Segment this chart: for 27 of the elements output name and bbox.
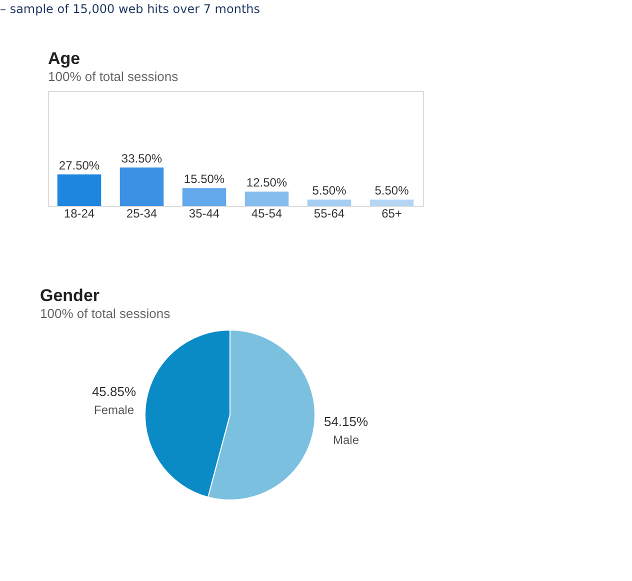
x-tick-label: 45-54 [251, 206, 282, 220]
bar [244, 192, 289, 206]
chart-subtitle: 100% of total sessions [48, 69, 179, 84]
bar [182, 188, 226, 206]
data-label: 5.50% [374, 184, 410, 198]
x-tick-label: 55-64 [314, 206, 345, 220]
chart-title: Gender [40, 286, 100, 305]
x-tick-label: 18-24 [64, 206, 95, 220]
data-label: 33.50% [121, 151, 162, 166]
bar [120, 167, 164, 206]
data-label: 5.50% [312, 184, 347, 198]
chart-subtitle: 100% of total sessions [40, 306, 171, 321]
chart-title: Age [48, 49, 80, 68]
bar [57, 174, 102, 206]
data-label: 15.50% [184, 172, 225, 186]
x-tick-label: 25-34 [126, 206, 158, 220]
slice-label: Male [333, 433, 360, 448]
data-label: 27.50% [58, 158, 100, 172]
x-tick-label: 35-44 [188, 206, 220, 220]
x-tick-label: 65+ [382, 206, 402, 220]
bar [370, 200, 414, 206]
text: – sample of 15,000 web hits over 7 months [0, 2, 262, 16]
bar [307, 200, 352, 206]
data-label: 45.85% [92, 384, 136, 399]
data-label: 12.50% [246, 176, 288, 190]
data-label: 54.15% [324, 414, 368, 430]
slice-label: Female [94, 402, 134, 417]
